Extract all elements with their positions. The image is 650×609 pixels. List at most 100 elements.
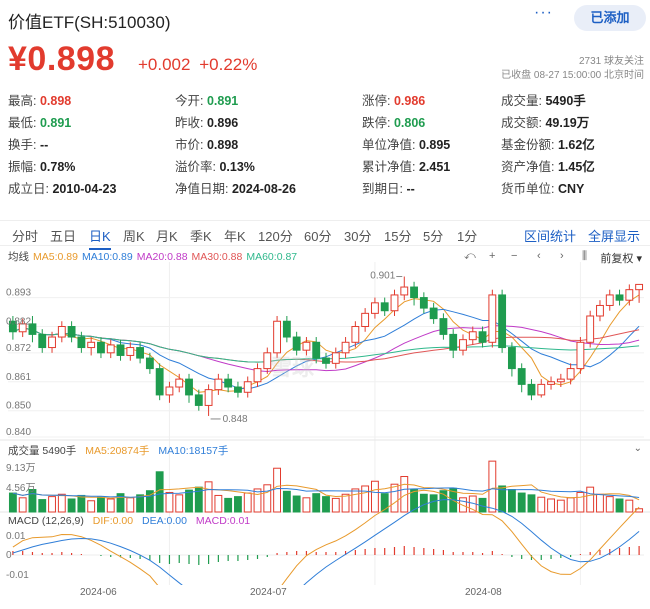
stat-cell: 振幅: 0.78%	[8, 156, 75, 175]
tab-9[interactable]: 30分	[344, 229, 372, 244]
tab-12[interactable]: 1分	[457, 229, 478, 244]
stat-label: 换手:	[8, 138, 37, 152]
volume-bar	[488, 460, 497, 513]
volume-bar	[380, 493, 389, 513]
added-watchlist-button[interactable]: 已添加	[574, 5, 646, 31]
volume-bar	[145, 490, 154, 513]
volume-bar	[331, 497, 340, 513]
tab-10[interactable]: 15分	[384, 229, 412, 244]
volume-bar	[370, 480, 379, 513]
tab-5[interactable]: 季K	[190, 229, 212, 244]
volume-bar	[97, 496, 105, 513]
tab-0[interactable]: 分时	[12, 229, 39, 244]
volume-bar	[576, 491, 585, 513]
candle-body	[449, 333, 458, 351]
date-axis: 2024-06 2024-07 2024-08	[0, 585, 650, 603]
dea-line	[12, 499, 640, 585]
undo-icon[interactable]: ⤺	[464, 250, 476, 262]
chevron-down-icon[interactable]: ⌄	[633, 443, 642, 454]
volume-axis-top: 9.13万	[6, 463, 36, 474]
candle-body	[38, 333, 47, 349]
stat-value: --	[36, 138, 49, 152]
tab-8[interactable]: 60分	[304, 229, 332, 244]
volume-bar	[312, 493, 321, 513]
volume-bar	[8, 492, 17, 513]
stat-label: 昨收:	[175, 116, 204, 130]
pan-left-icon[interactable]: ‹	[537, 250, 541, 262]
tab-3[interactable]: 周K	[123, 229, 145, 244]
stat-cell: 昨收: 0.896	[175, 112, 238, 131]
candle-body	[77, 336, 86, 349]
stat-value: 0.986	[390, 94, 426, 108]
candle-body	[439, 318, 448, 335]
stat-label: 到期日:	[362, 182, 403, 196]
price-tick-label: 0.893	[6, 288, 31, 299]
candle-body	[537, 383, 546, 396]
stat-label: 涨停:	[362, 94, 391, 108]
volume-ma-line-5	[12, 483, 640, 501]
range-stats-button[interactable]: 区间统计	[524, 229, 577, 244]
change-amount: +0.002	[138, 55, 191, 74]
candle-body	[292, 336, 301, 351]
stock-title: 价值ETF(SH:510030)	[8, 13, 171, 32]
tab-7[interactable]: 120分	[258, 229, 293, 244]
stat-value: 0.898	[36, 94, 72, 108]
volume-bar	[322, 496, 330, 513]
volume-ma5: MA5:20874手	[85, 445, 150, 457]
price-tick-label: 0.861	[6, 372, 31, 383]
volume-bar	[498, 485, 507, 513]
fullscreen-button[interactable]: 全屏显示	[588, 229, 641, 244]
candle-body	[214, 378, 223, 391]
settings-icon[interactable]: ⫼	[582, 250, 588, 262]
stat-cell: 市价: 0.898	[175, 134, 238, 153]
adjust-dropdown[interactable]: 前复权 ▾	[600, 253, 642, 265]
candle-body	[331, 352, 340, 364]
tab-1[interactable]: 五日	[50, 229, 77, 244]
candle-body	[615, 294, 624, 301]
more-options-icon[interactable]: ···	[534, 4, 553, 21]
ma-line-5	[12, 294, 640, 393]
volume-bar	[87, 500, 96, 513]
zoom-in-icon[interactable]: +	[489, 250, 496, 262]
tab-11[interactable]: 5分	[423, 229, 444, 244]
price-tick-label: 0.840	[6, 427, 31, 438]
tab-6[interactable]: 年K	[224, 229, 246, 244]
quote-header: 价值ETF(SH:510030) ··· 已添加	[0, 0, 650, 40]
stat-cell: 成立日: 2010-04-23	[8, 178, 116, 197]
stat-label: 成立日:	[8, 182, 49, 196]
volume-bar	[361, 485, 370, 513]
volume-bar	[390, 483, 399, 513]
candle-body	[507, 347, 516, 370]
tab-2[interactable]: 日K	[89, 226, 111, 250]
volume-bar	[429, 494, 438, 513]
candle-body	[498, 294, 507, 349]
candle-body	[204, 389, 213, 406]
candle-body	[302, 341, 311, 351]
volume-bar	[410, 489, 418, 513]
stat-cell: 换手: --	[8, 134, 48, 153]
stat-label: 溢价率:	[175, 160, 216, 174]
stat-label: 基金份额:	[501, 138, 555, 152]
volume-bar	[175, 494, 184, 513]
volume-bar	[517, 492, 526, 513]
ma-item-0: MA5:0.89	[33, 251, 78, 263]
stat-value: CNY	[554, 182, 585, 196]
volume-bar	[273, 467, 282, 513]
volume-bar	[615, 498, 624, 513]
candle-body	[87, 341, 96, 349]
stat-value: 2010-04-23	[48, 182, 117, 196]
pan-right-icon[interactable]: ›	[560, 250, 564, 262]
stat-label: 货币单位:	[501, 182, 555, 196]
date-label: 2024-06	[80, 587, 117, 598]
candle-body	[28, 323, 37, 335]
zoom-out-icon[interactable]: −	[511, 250, 518, 262]
watermark-logo: 雪球	[270, 355, 315, 380]
candle-body	[586, 315, 595, 343]
volume-bar	[214, 494, 223, 513]
candle-body	[194, 394, 203, 406]
low-annotation: 0.848	[223, 414, 248, 425]
tab-4[interactable]: 月K	[156, 229, 178, 244]
volume-axis-mid: 4.56万	[6, 483, 36, 494]
stat-cell: 货币单位: CNY	[501, 178, 584, 197]
kline-chart[interactable]: 0.893 0.882 0.872 0.861 0.850 0.840 0.901 0.848	[0, 262, 650, 585]
